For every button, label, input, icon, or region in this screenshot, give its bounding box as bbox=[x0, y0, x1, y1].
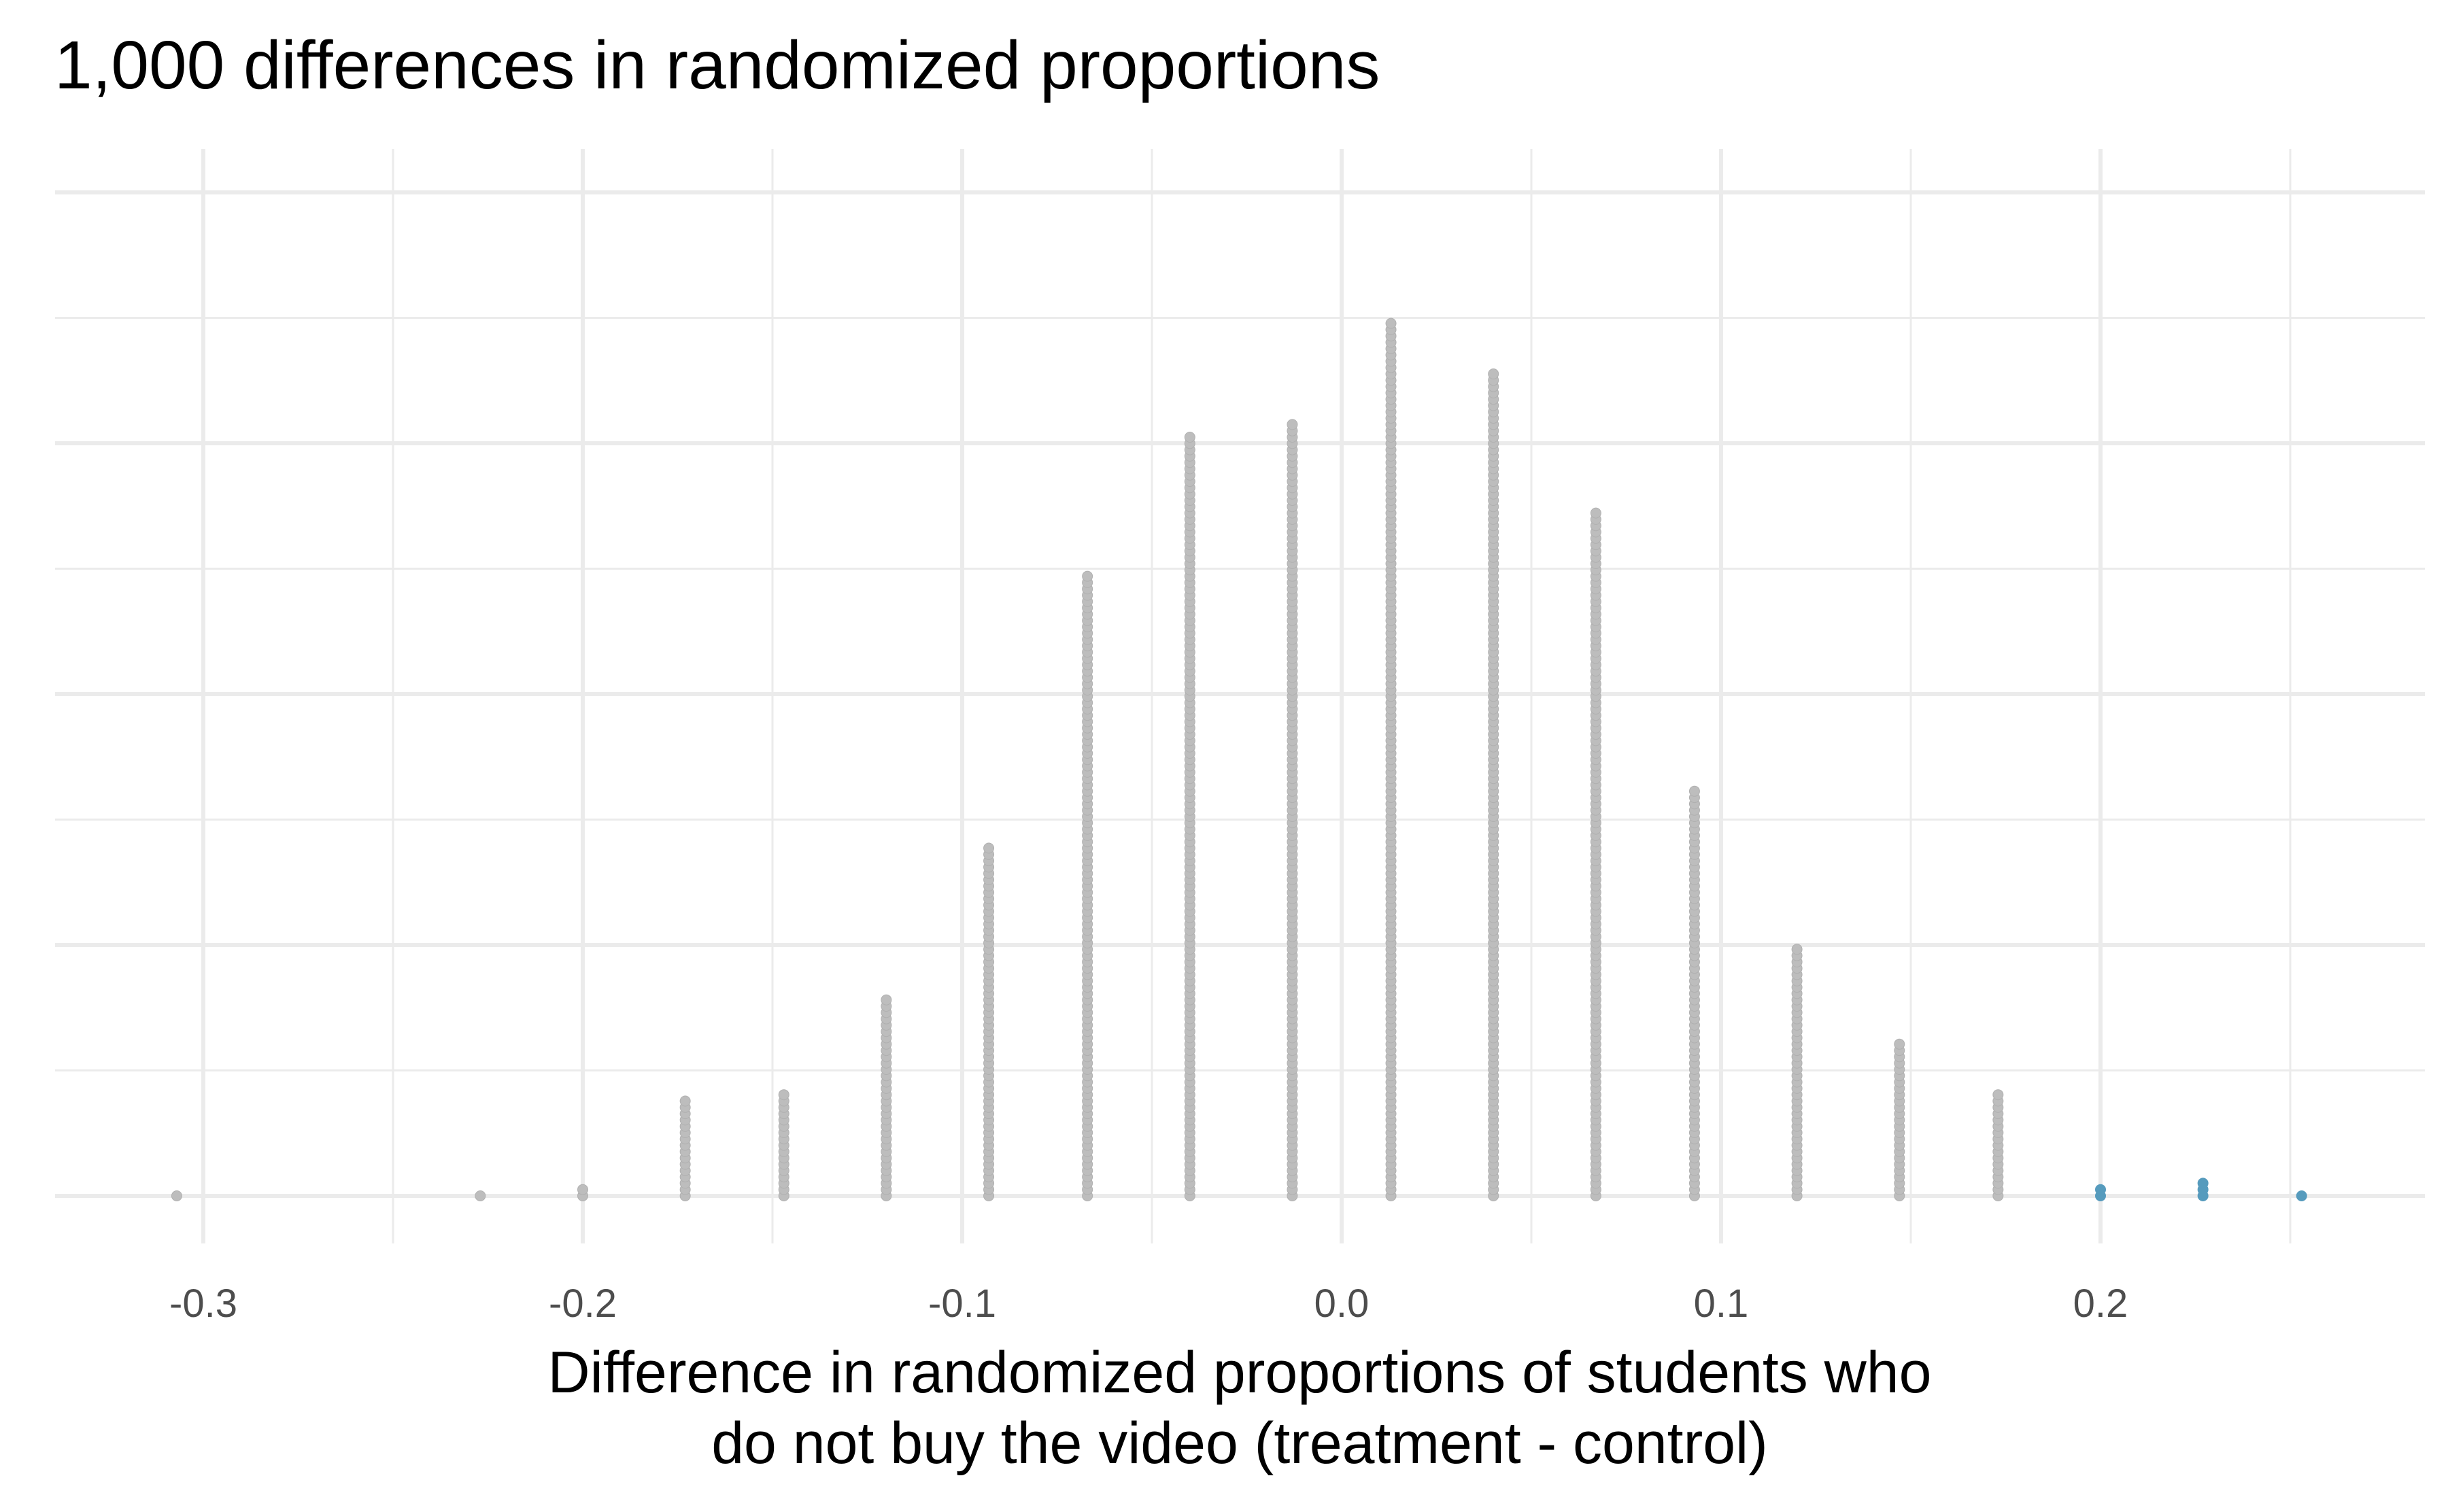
dot bbox=[577, 1184, 588, 1195]
x-tick-label: -0.1 bbox=[928, 1282, 996, 1326]
dot bbox=[1287, 419, 1298, 430]
dot bbox=[1488, 368, 1499, 379]
x-tick-label: -0.3 bbox=[169, 1282, 237, 1326]
x-tick-label: 0.0 bbox=[1314, 1282, 1370, 1326]
dot bbox=[1184, 432, 1195, 443]
dot bbox=[679, 1095, 691, 1107]
dot bbox=[881, 994, 892, 1006]
dot bbox=[1688, 785, 1700, 797]
dot bbox=[983, 842, 995, 854]
dot bbox=[171, 1190, 182, 1201]
dot bbox=[1791, 944, 1803, 955]
dot bbox=[1082, 570, 1093, 582]
highlighted-dot bbox=[2296, 1190, 2307, 1201]
dot bbox=[1894, 1038, 1905, 1050]
dot bbox=[1385, 317, 1397, 329]
x-tick-label: 0.2 bbox=[2073, 1282, 2128, 1326]
x-axis-title-line-1: Difference in randomized proportions of … bbox=[548, 1340, 1932, 1405]
dots bbox=[171, 317, 2307, 1201]
x-tick-labels: -0.3 -0.2 -0.1 0.0 0.1 0.2 bbox=[169, 1282, 2128, 1326]
x-tick-label: 0.1 bbox=[1694, 1282, 1749, 1326]
dot bbox=[778, 1089, 789, 1101]
chart-title: 1,000 differences in randomized proporti… bbox=[54, 27, 1380, 103]
dot bbox=[1590, 507, 1601, 519]
grid bbox=[55, 149, 2425, 1243]
x-tick-label: -0.2 bbox=[549, 1282, 617, 1326]
dot bbox=[475, 1190, 486, 1201]
x-axis-title-line-2: do not buy the video (treatment - contro… bbox=[711, 1411, 1768, 1476]
highlighted-dot bbox=[2197, 1178, 2209, 1189]
highlighted-dot bbox=[2095, 1184, 2106, 1195]
dot bbox=[1992, 1089, 2004, 1101]
